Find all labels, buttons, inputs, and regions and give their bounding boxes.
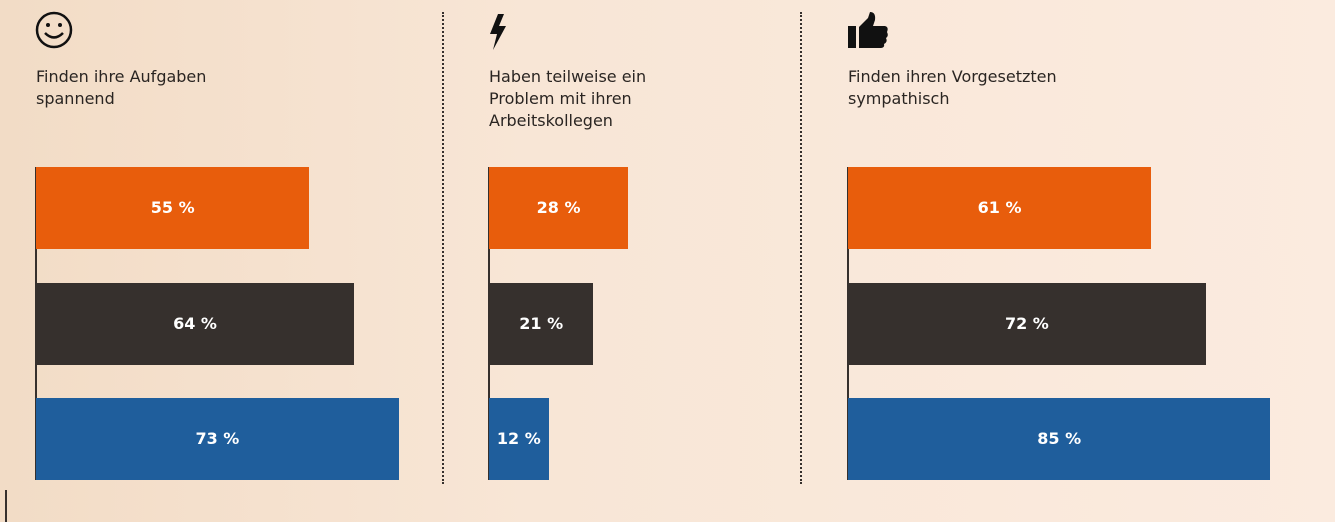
value-label: 55 % [150,198,195,217]
chart-caption: Haben teilweise ein [489,67,647,86]
chart-caption: spannend [36,89,115,108]
bar [848,167,1152,249]
divider [800,12,802,484]
chart-caption: Finden ihren Vorgesetzten [848,67,1057,86]
bar [489,167,629,249]
bar [848,283,1206,365]
value-label: 21 % [519,314,564,333]
bar [489,283,594,365]
chart-caption: Arbeitskollegen [489,111,613,130]
chart-caption: Problem mit ihren [489,89,632,108]
bar [36,167,310,249]
icon-smiley [35,11,73,49]
value-label: 64 % [173,314,217,333]
value-label: 72 % [1004,314,1049,333]
divider [442,12,444,484]
chart-caption: sympathisch [848,89,950,108]
value-label: 61 % [977,198,1022,217]
chart-caption: Finden ihre Aufgaben [36,67,207,86]
value-label: 73 % [195,429,240,448]
icon-lightning [490,14,506,50]
bar [489,398,549,480]
edge-line [5,490,7,522]
value-label: 85 % [1037,429,1082,448]
icon-thumb [848,12,888,48]
bar [36,283,355,365]
value-label: 28 % [536,198,581,217]
bar [848,398,1271,480]
bar [36,398,399,480]
value-label: 12 % [496,429,541,448]
